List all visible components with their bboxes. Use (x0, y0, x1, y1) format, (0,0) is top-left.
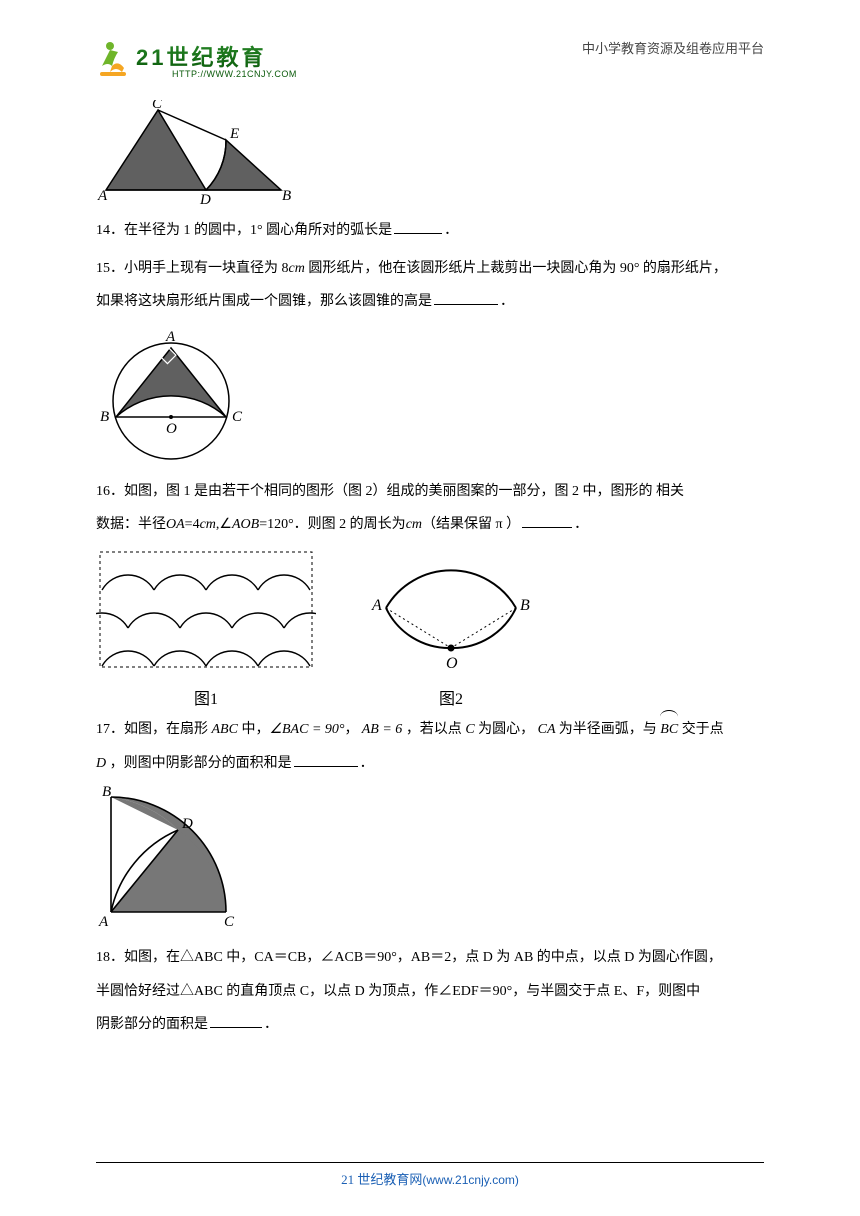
problem-14: 14．在半径为 1 的圆中，1° 圆心角所对的弧长是 ． (96, 214, 764, 248)
svg-text:O: O (166, 421, 177, 437)
blank (394, 220, 442, 234)
footer-brand: 21 世纪教育网 (341, 1172, 422, 1187)
logo-icon (96, 38, 132, 80)
svg-text:C: C (232, 409, 243, 425)
header-right-text: 中小学教育资源及组卷应用平台 (582, 38, 764, 57)
logo-text: 21世纪教育 (136, 40, 297, 72)
svg-text:B: B (282, 188, 291, 204)
blank (434, 291, 498, 305)
logo-url: HTTP://WWW.21CNJY.COM (172, 69, 297, 79)
svg-text:A: A (97, 188, 108, 204)
problem-15: 15．小明手上现有一块直径为 8cm 圆形纸片，他在该圆形纸片上裁剪出一块圆心角… (96, 252, 764, 319)
svg-text:A: A (98, 914, 109, 930)
q14-text-b: ． (444, 223, 458, 238)
figure-q13: A C E D B (96, 100, 764, 210)
svg-text:A: A (165, 329, 176, 345)
q14-text-a: 14．在半径为 1 的圆中，1° 圆心角所对的弧长是 (96, 223, 392, 238)
arc-bc: BC (660, 713, 678, 747)
page-footer: 21 世纪教育网(www.21cnjy.com) (96, 1162, 764, 1188)
problem-17: 17．如图，在扇形 ABC 中，∠BAC = 90°， AB = 6 ，若以点 … (96, 713, 764, 780)
svg-text:D: D (181, 816, 193, 832)
blank (210, 1014, 262, 1028)
logo: 21世纪教育 HTTP://WWW.21CNJY.COM (96, 38, 297, 80)
problem-18: 18．如图，在△ABC 中，CA＝CB，∠ACB＝90°，AB＝2，点 D 为 … (96, 941, 764, 1042)
svg-text:B: B (100, 409, 109, 425)
figure-q15: A B C O (96, 321, 764, 471)
svg-text:C: C (152, 100, 163, 112)
problem-16: 16．如图，图 1 是由若干个相同的图形（图 2）组成的美丽图案的一部分，图 2… (96, 475, 764, 542)
figure-q17: B D A C (96, 782, 764, 937)
svg-text:O: O (446, 655, 458, 672)
svg-text:B: B (520, 597, 530, 614)
fig2-label: 图2 (366, 685, 536, 709)
content: A C E D B 14．在半径为 1 的圆中，1° 圆心角所对的弧长是 ． 15… (96, 98, 764, 1042)
figure-q16: 图1 A B O 图2 (96, 548, 764, 709)
svg-text:E: E (229, 126, 239, 142)
svg-text:D: D (199, 192, 211, 205)
blank (522, 514, 572, 528)
page-header: 21世纪教育 HTTP://WWW.21CNJY.COM 中小学教育资源及组卷应… (0, 38, 860, 88)
svg-text:B: B (102, 784, 111, 800)
fig1-label: 图1 (96, 685, 316, 709)
svg-text:A: A (371, 597, 382, 614)
footer-url: (www.21cnjy.com) (422, 1173, 518, 1187)
svg-text:C: C (224, 914, 235, 930)
blank (294, 753, 358, 767)
